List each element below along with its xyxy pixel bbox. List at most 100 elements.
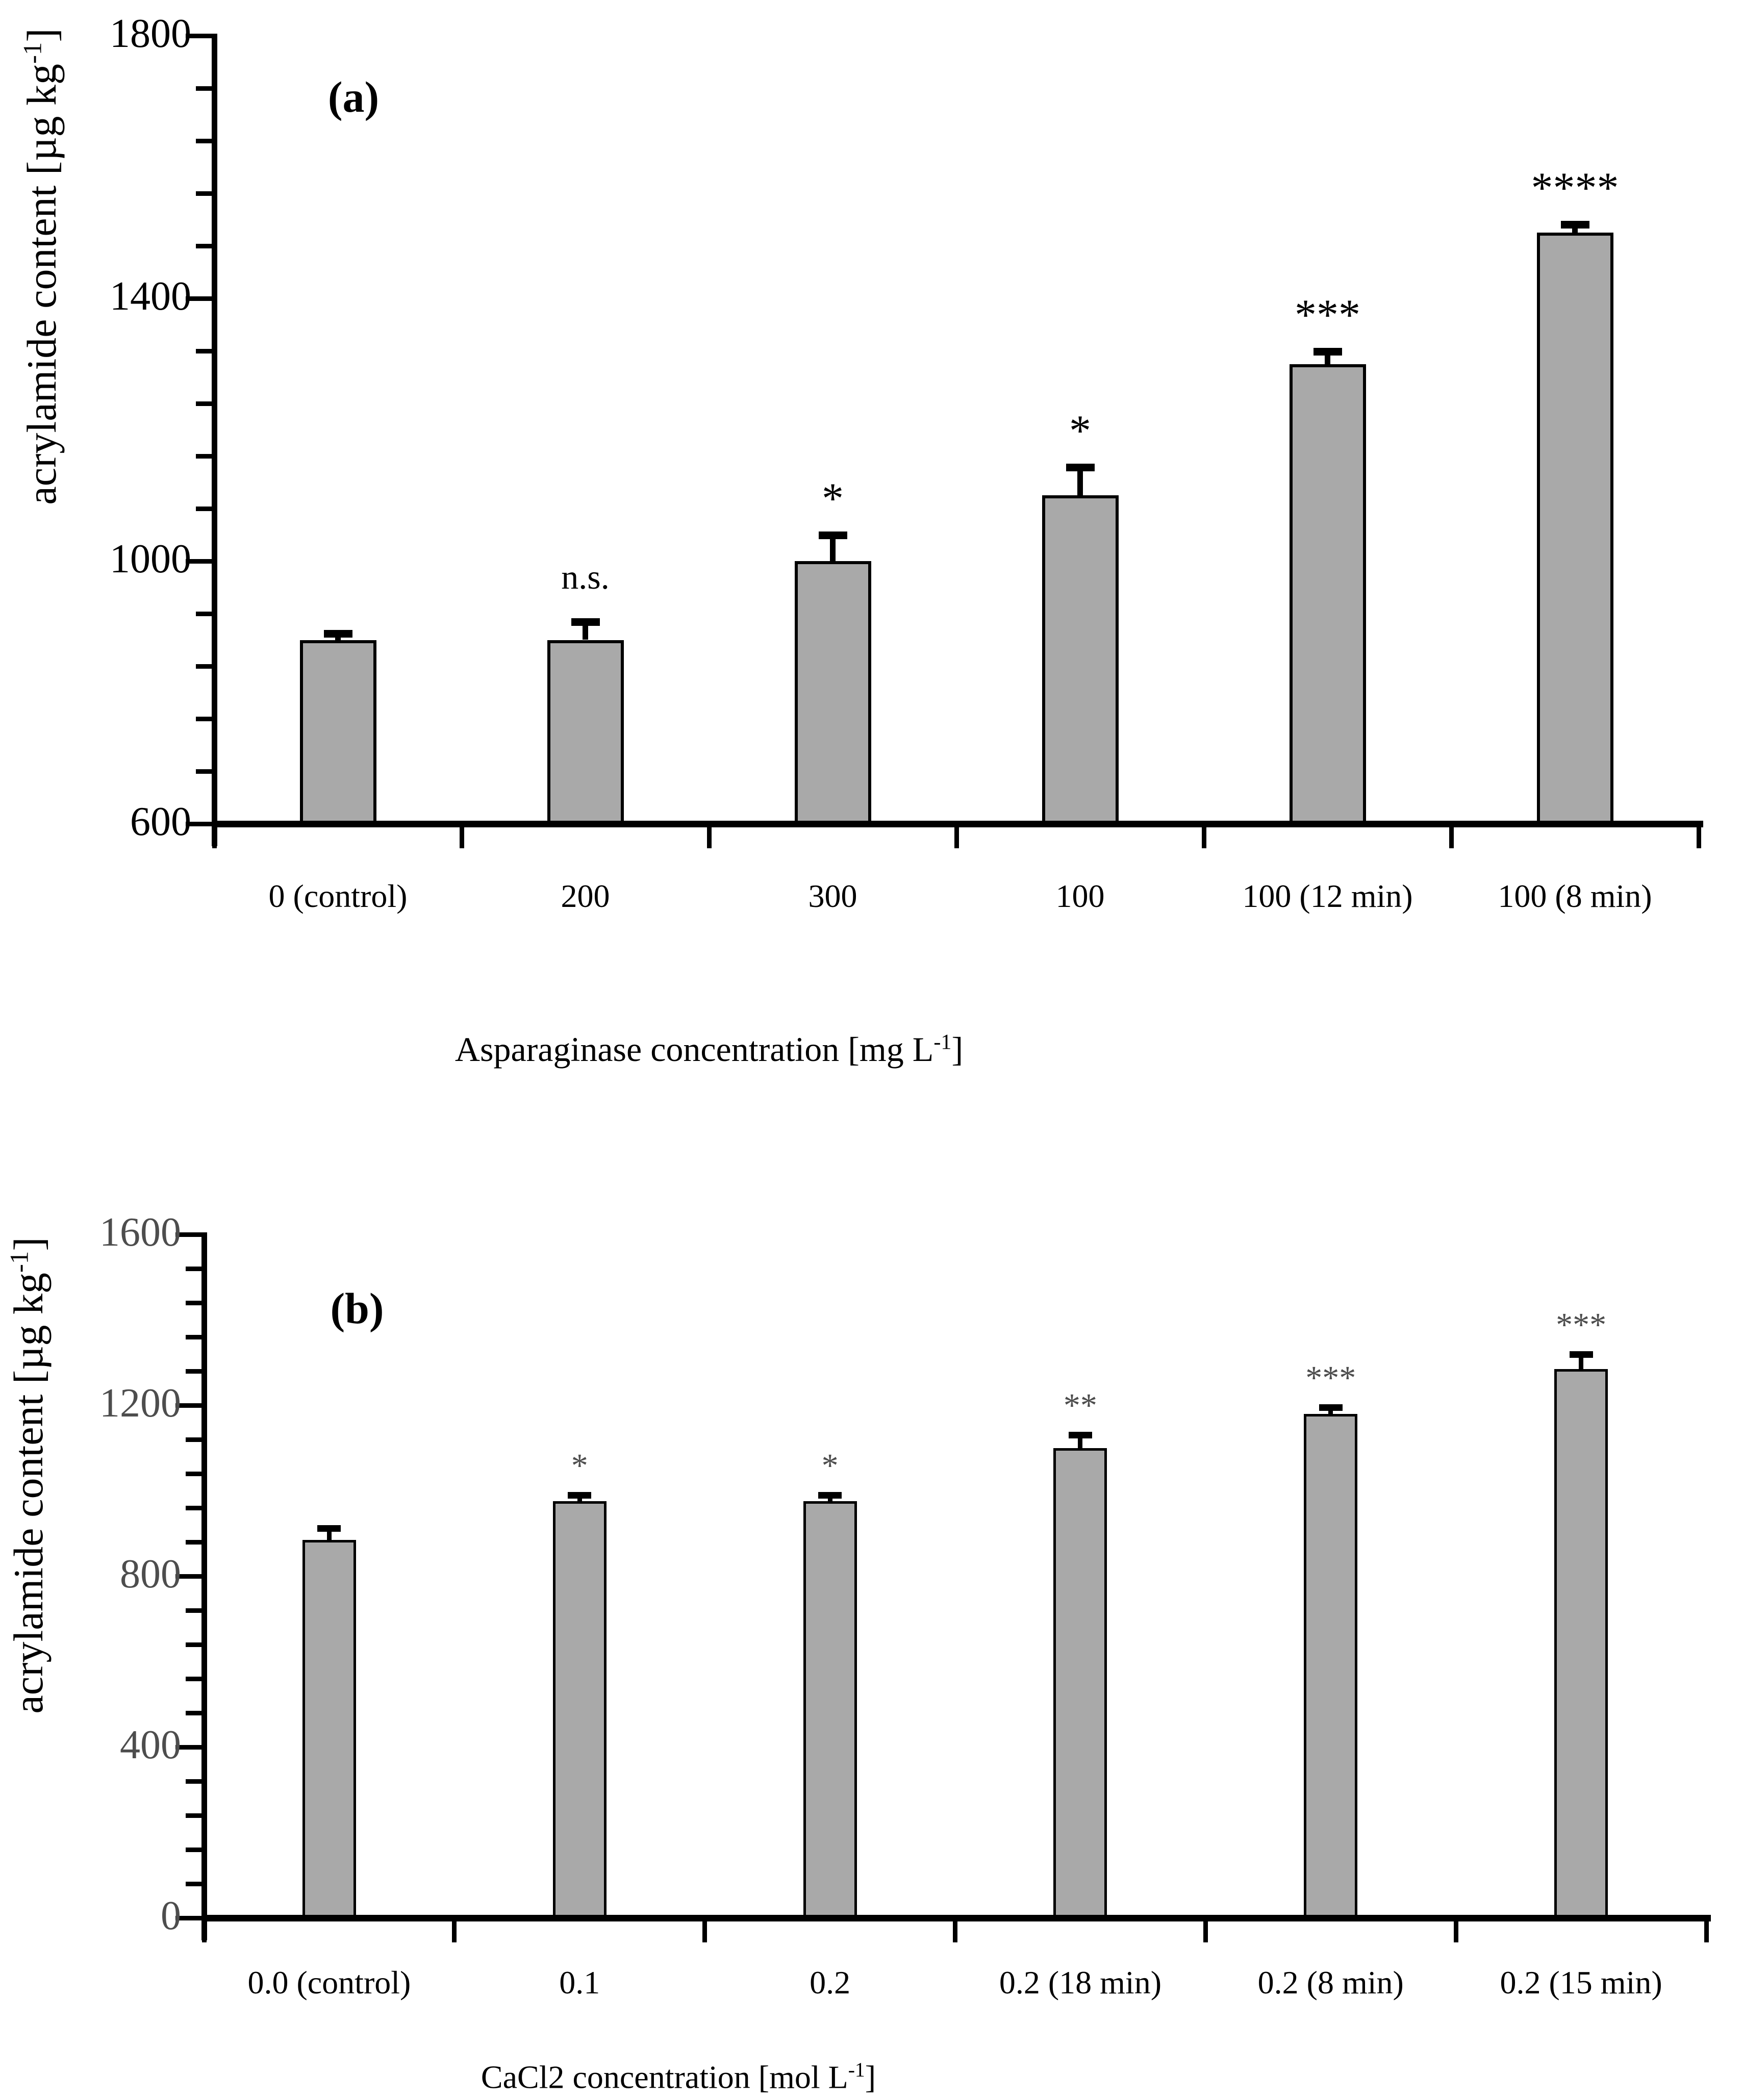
error-bar-cap — [1560, 221, 1589, 229]
x-boundary-tick — [953, 1918, 957, 1942]
category-label: 100 (12 min) — [1242, 878, 1413, 914]
significance-label: **** — [1531, 163, 1619, 213]
y-minor-tick — [186, 1779, 204, 1784]
y-axis-line — [201, 1232, 207, 1940]
x-axis-title: CaCl2 concentration [mol L-1] — [481, 2059, 876, 2095]
category-label: 100 — [1055, 878, 1105, 914]
error-bar-cap — [1066, 464, 1095, 472]
significance-label: n.s. — [561, 558, 610, 596]
category-label: 0.0 (control) — [247, 1964, 411, 2001]
category-label: 0 (control) — [268, 878, 408, 914]
error-bar-cap — [323, 630, 352, 638]
bar — [1042, 495, 1119, 826]
y-major-tick — [175, 1403, 204, 1408]
y-minor-tick — [196, 138, 214, 143]
y-minor-tick — [186, 1471, 204, 1476]
y-major-tick — [175, 1915, 204, 1920]
y-tick-label: 1800 — [110, 11, 191, 57]
y-minor-tick — [196, 453, 214, 459]
y-minor-tick — [196, 86, 214, 91]
y-minor-tick — [196, 191, 214, 196]
x-boundary-tick — [954, 824, 959, 848]
error-bar-cap — [1313, 347, 1342, 356]
x-axis-line — [212, 821, 1703, 827]
y-minor-tick — [186, 1334, 204, 1339]
x-boundary-tick — [1201, 824, 1206, 848]
error-bar-whisker — [830, 539, 836, 561]
y-minor-tick — [186, 1676, 204, 1681]
x-boundary-tick — [1203, 1918, 1208, 1942]
y-axis-title: acrylamide content [µg kg-1] — [18, 28, 65, 505]
bar — [1536, 233, 1613, 826]
y-minor-tick — [196, 664, 214, 669]
x-axis-title: Asparaginase concentration [mg L-1] — [454, 1030, 964, 1069]
x-boundary-tick — [1704, 1918, 1709, 1942]
significance-label: * — [1069, 406, 1091, 456]
significance-label: *** — [1295, 290, 1360, 339]
y-tick-label: 1600 — [99, 1210, 181, 1255]
bar — [1554, 1369, 1608, 1920]
panel-letter: (b) — [330, 1284, 384, 1333]
error-bar-whisker — [1078, 1438, 1083, 1448]
y-axis-title: acrylamide content [µg kg-1] — [5, 1237, 52, 1714]
category-label: 0.2 (18 min) — [999, 1964, 1161, 2001]
y-minor-tick — [196, 348, 214, 353]
significance-label: *** — [1556, 1306, 1607, 1344]
y-major-tick — [186, 559, 214, 564]
y-minor-tick — [186, 1881, 204, 1886]
error-bar-cap — [1569, 1351, 1593, 1358]
error-bar-cap — [317, 1525, 341, 1532]
category-label: 0.2 (8 min) — [1257, 1964, 1404, 2001]
x-boundary-tick — [702, 1918, 708, 1942]
bar — [794, 561, 871, 826]
error-bar-whisker — [335, 638, 341, 640]
error-bar-whisker — [1325, 355, 1330, 364]
y-minor-tick — [196, 769, 214, 774]
y-tick-label: 400 — [120, 1723, 181, 1768]
x-boundary-tick — [452, 1918, 457, 1942]
bar — [547, 640, 624, 826]
error-bar-cap — [818, 1492, 842, 1499]
y-axis-line — [212, 34, 217, 846]
y-minor-tick — [196, 401, 214, 406]
y-minor-tick — [186, 1608, 204, 1613]
error-bar-cap — [568, 1492, 592, 1499]
bar — [302, 1539, 356, 1920]
error-bar-whisker — [827, 1499, 832, 1502]
y-major-tick — [175, 1574, 204, 1579]
bar — [1053, 1448, 1107, 1920]
y-minor-tick — [186, 1505, 204, 1510]
y-tick-label: 1000 — [110, 537, 191, 582]
y-minor-tick — [186, 1437, 204, 1442]
y-minor-tick — [186, 1813, 204, 1818]
x-axis-line — [201, 1915, 1711, 1921]
bar — [803, 1501, 857, 1920]
error-bar-whisker — [577, 1499, 582, 1502]
y-major-tick — [186, 33, 214, 38]
y-tick-label: 1200 — [99, 1381, 181, 1426]
x-boundary-tick — [459, 824, 464, 848]
bar — [1304, 1413, 1358, 1920]
bar — [1289, 364, 1366, 826]
category-label: 300 — [808, 878, 857, 914]
category-label: 0.1 — [559, 1964, 600, 2001]
y-tick-label: 600 — [130, 799, 191, 845]
error-bar-whisker — [1077, 471, 1083, 496]
x-boundary-tick — [1453, 1918, 1458, 1942]
x-boundary-tick — [706, 824, 712, 848]
y-minor-tick — [186, 1369, 204, 1374]
y-minor-tick — [196, 506, 214, 511]
y-minor-tick — [186, 1266, 204, 1271]
y-major-tick — [175, 1232, 204, 1237]
error-bar-whisker — [1579, 1357, 1584, 1369]
panel-letter: (a) — [327, 72, 380, 121]
y-tick-label: 800 — [120, 1552, 181, 1597]
x-boundary-tick — [1696, 824, 1701, 848]
category-label: 200 — [561, 878, 610, 914]
y-major-tick — [186, 296, 214, 301]
error-bar-whisker — [1572, 229, 1578, 233]
error-bar-cap — [571, 618, 600, 626]
y-minor-tick — [196, 716, 214, 721]
y-minor-tick — [186, 1539, 204, 1545]
